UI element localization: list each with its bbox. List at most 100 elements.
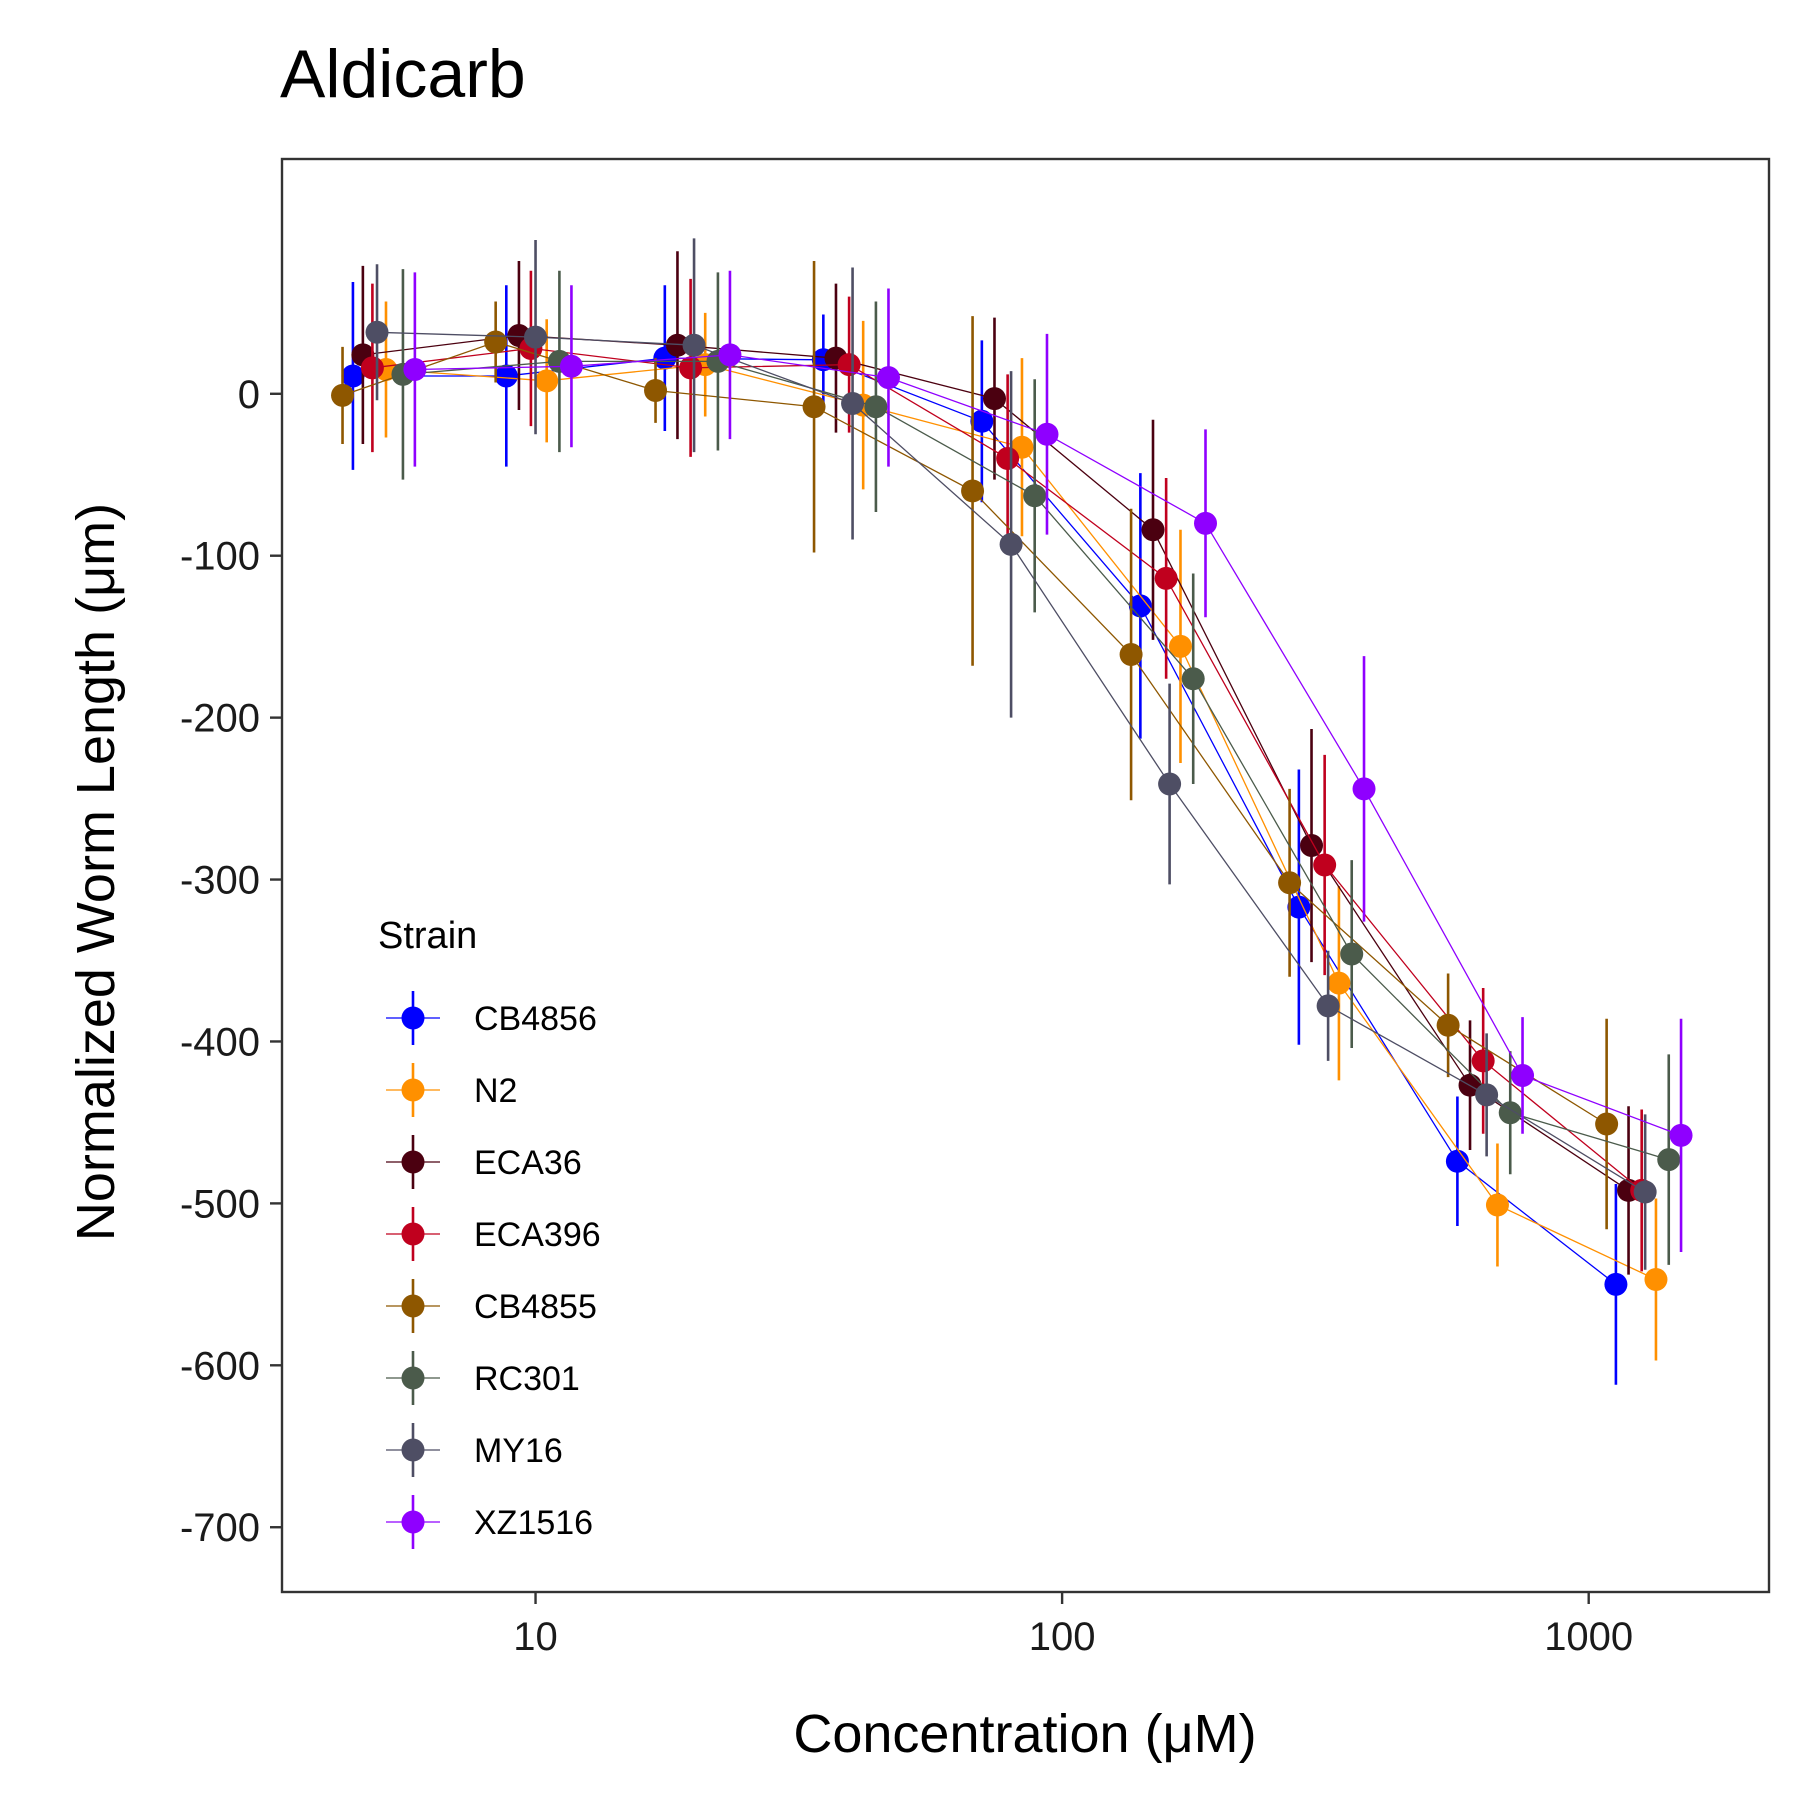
series-XZ1516 — [403, 270, 1693, 1252]
data-point — [1471, 1049, 1495, 1073]
legend-item-XZ1516: XZ1516 — [386, 1495, 593, 1549]
data-point — [1181, 667, 1205, 691]
data-point — [1158, 772, 1182, 796]
legend-label: CB4856 — [474, 1000, 597, 1038]
data-point — [1119, 642, 1143, 666]
legend-label: N2 — [474, 1072, 517, 1110]
y-tick-label: -300 — [180, 859, 260, 903]
y-tick-label: -700 — [180, 1506, 260, 1550]
y-tick-label: -600 — [180, 1344, 260, 1388]
y-axis-title: Normalized Worm Length (μm) — [66, 503, 126, 1241]
data-point — [864, 395, 888, 419]
data-point — [535, 369, 559, 393]
data-point — [679, 356, 703, 380]
data-point — [1595, 1112, 1619, 1136]
data-point — [1300, 834, 1324, 858]
series-ECA396 — [360, 270, 1654, 1272]
data-point — [970, 409, 994, 433]
data-point — [665, 333, 689, 357]
data-point — [1327, 971, 1351, 995]
legend-key-point — [401, 1294, 425, 1318]
data-point — [1316, 994, 1340, 1018]
legend-item-CB4856: CB4856 — [386, 991, 597, 1045]
legend-key-point — [401, 1078, 425, 1102]
legend-label: MY16 — [474, 1432, 563, 1470]
data-point — [1498, 1101, 1522, 1125]
x-axis-title: Concentration (μM) — [793, 1704, 1256, 1764]
legend-key-point — [401, 1006, 425, 1030]
legend-item-CB4855: CB4855 — [386, 1279, 597, 1333]
data-point — [1313, 853, 1337, 877]
x-tick-label: 100 — [1029, 1615, 1096, 1659]
data-point — [644, 379, 668, 403]
legend-key-point — [401, 1366, 425, 1390]
series-CB4856 — [341, 282, 1628, 1385]
data-point — [1141, 518, 1165, 542]
y-tick-label: -200 — [180, 697, 260, 741]
data-point — [982, 387, 1006, 411]
x-tick-label: 10 — [513, 1615, 558, 1659]
data-point — [996, 447, 1020, 471]
data-point — [341, 364, 365, 388]
x-tick-label: 1000 — [1544, 1615, 1633, 1659]
data-point — [876, 366, 900, 390]
legend-label: ECA396 — [474, 1216, 601, 1254]
data-point — [1023, 484, 1047, 508]
data-point — [961, 479, 985, 503]
data-point — [837, 353, 861, 377]
data-point — [682, 333, 706, 357]
data-point — [1168, 634, 1192, 658]
legend-key-point — [401, 1222, 425, 1246]
legend-item-ECA36: ECA36 — [386, 1135, 582, 1189]
data-point — [524, 325, 548, 349]
legend-title: Strain — [378, 915, 477, 957]
data-point — [484, 330, 508, 354]
legend-label: XZ1516 — [474, 1504, 593, 1542]
data-point — [360, 356, 384, 380]
plot-area — [331, 238, 1693, 1385]
data-point — [1604, 1272, 1628, 1296]
y-tick-label: -500 — [180, 1182, 260, 1226]
legend-label: ECA36 — [474, 1144, 582, 1182]
data-point — [1287, 895, 1311, 919]
data-point — [1352, 777, 1376, 801]
data-point — [1436, 1013, 1460, 1037]
data-point — [1511, 1063, 1535, 1087]
chart-title: Aldicarb — [280, 36, 526, 112]
axes: 10 100 1000 0 -100 -200 -300 -400 -500 -600 -700 — [180, 373, 1633, 1659]
legend-item-N2: N2 — [386, 1063, 517, 1117]
y-tick-label: 0 — [238, 373, 260, 417]
series-CB4855 — [331, 261, 1619, 1230]
data-point — [1657, 1148, 1681, 1172]
data-point — [1194, 511, 1218, 535]
data-point — [802, 395, 826, 419]
series-MY16 — [365, 238, 1657, 1270]
data-point — [718, 343, 742, 367]
data-point — [1278, 871, 1302, 895]
data-point — [494, 364, 518, 388]
data-point — [1445, 1149, 1469, 1173]
data-point — [1669, 1123, 1693, 1147]
data-point — [841, 392, 865, 416]
legend-item-MY16: MY16 — [386, 1423, 563, 1477]
data-point — [365, 320, 389, 344]
panel-border — [280, 157, 1771, 1594]
data-point — [1485, 1193, 1509, 1217]
legend-item-ECA396: ECA396 — [386, 1207, 601, 1261]
y-tick-label: -400 — [180, 1020, 260, 1064]
data-point — [559, 354, 583, 378]
legend: Strain CB4856 N2 ECA36 ECA396 CB4855 RC301 MY1… — [378, 915, 601, 1549]
legend-key-point — [401, 1438, 425, 1462]
series-ECA36 — [351, 251, 1641, 1275]
legend-label: RC301 — [474, 1360, 580, 1398]
data-point — [1340, 942, 1364, 966]
data-point — [999, 532, 1023, 556]
data-point — [1633, 1180, 1657, 1204]
legend-key-point — [401, 1510, 425, 1534]
legend-item-RC301: RC301 — [386, 1351, 580, 1405]
data-point — [1154, 566, 1178, 590]
series-N2 — [374, 301, 1668, 1361]
data-point — [403, 357, 427, 381]
data-point — [331, 383, 355, 407]
